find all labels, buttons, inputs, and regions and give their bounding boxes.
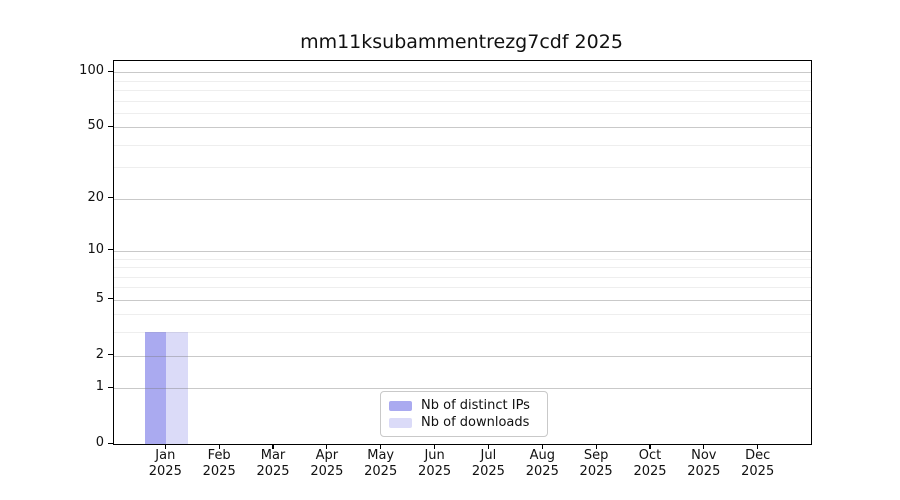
x-tick-mark-nov <box>703 444 705 449</box>
x-tick-label-jun: Jun 2025 <box>418 448 452 479</box>
gridline-minor-70 <box>114 100 811 102</box>
y-tick-mark-2 <box>108 354 113 356</box>
gridline-minor-40 <box>114 144 811 146</box>
x-tick-mark-apr <box>326 444 328 449</box>
x-tick-label-oct: Oct 2025 <box>633 448 667 479</box>
gridline-major-1 <box>114 388 811 390</box>
y-tick-mark-5 <box>108 298 113 300</box>
y-tick-label-5: 5 <box>95 290 104 306</box>
x-tick-label-mar: Mar 2025 <box>256 448 290 479</box>
gridline-minor-3 <box>114 332 811 334</box>
y-tick-mark-100 <box>108 70 113 72</box>
legend-swatch-distinct-ips <box>389 400 412 411</box>
gridline-major-50 <box>114 127 811 129</box>
gridlines-layer <box>114 61 811 444</box>
y-tick-mark-0 <box>108 442 113 444</box>
x-tick-mark-may <box>380 444 382 449</box>
x-tick-mark-mar <box>272 444 274 449</box>
bars-layer <box>114 61 811 444</box>
y-tick-label-10: 10 <box>87 241 104 257</box>
gridline-minor-7 <box>114 276 811 278</box>
gridline-minor-9 <box>114 258 811 260</box>
legend-item-downloads: Nb of downloads <box>389 414 539 431</box>
gridline-major-10 <box>114 250 811 252</box>
x-tick-label-feb: Feb 2025 <box>202 448 236 479</box>
x-tick-label-dec: Dec 2025 <box>741 448 775 479</box>
y-tick-label-100: 100 <box>79 63 104 79</box>
gridline-major-100 <box>114 72 811 74</box>
legend-swatch-downloads <box>389 417 412 428</box>
x-tick-label-aug: Aug 2025 <box>525 448 559 479</box>
y-tick-label-2: 2 <box>95 346 104 362</box>
y-tick-mark-50 <box>108 125 113 127</box>
y-tick-label-50: 50 <box>87 118 104 134</box>
x-tick-mark-feb <box>218 444 220 449</box>
x-tick-mark-jan <box>164 444 166 449</box>
y-tick-label-0: 0 <box>95 435 104 450</box>
legend-label: Nb of distinct IPs <box>421 398 530 413</box>
y-tick-mark-1 <box>108 386 113 388</box>
legend-item-distinct-ips: Nb of distinct IPs <box>389 397 539 414</box>
gridline-minor-90 <box>114 80 811 82</box>
y-tick-mark-10 <box>108 249 113 251</box>
gridline-minor-8 <box>114 267 811 268</box>
y-tick-label-20: 20 <box>87 189 104 205</box>
x-tick-mark-dec <box>757 444 759 449</box>
legend: Nb of distinct IPs Nb of downloads <box>380 391 548 437</box>
x-tick-mark-sep <box>595 444 597 449</box>
gridline-minor-60 <box>114 112 811 114</box>
gridline-minor-80 <box>114 89 811 91</box>
x-tick-label-jul: Jul 2025 <box>471 448 505 479</box>
gridline-major-20 <box>114 198 811 200</box>
legend-label: Nb of downloads <box>421 415 530 430</box>
x-tick-label-nov: Nov 2025 <box>687 448 721 479</box>
x-tick-label-may: May 2025 <box>364 448 398 479</box>
plot-area <box>113 60 812 445</box>
bar-jan-series-0 <box>144 332 167 444</box>
x-tick-mark-aug <box>541 444 543 449</box>
y-tick-label-1: 1 <box>95 379 104 395</box>
bar-jan-series-1 <box>166 332 188 444</box>
x-tick-mark-oct <box>649 444 651 449</box>
gridline-minor-30 <box>114 167 811 169</box>
gridline-major-2 <box>114 355 811 357</box>
gridline-minor-4 <box>114 314 811 316</box>
x-tick-mark-jul <box>487 444 489 449</box>
x-tick-label-apr: Apr 2025 <box>310 448 344 479</box>
gridline-minor-6 <box>114 287 811 289</box>
x-tick-label-sep: Sep 2025 <box>579 448 613 479</box>
x-tick-label-jan: Jan 2025 <box>148 448 182 479</box>
gridline-major-5 <box>114 299 811 301</box>
y-tick-mark-20 <box>108 197 113 199</box>
x-tick-mark-jun <box>434 444 436 449</box>
chart-title: mm11ksubammentrezg7cdf 2025 <box>300 31 623 53</box>
